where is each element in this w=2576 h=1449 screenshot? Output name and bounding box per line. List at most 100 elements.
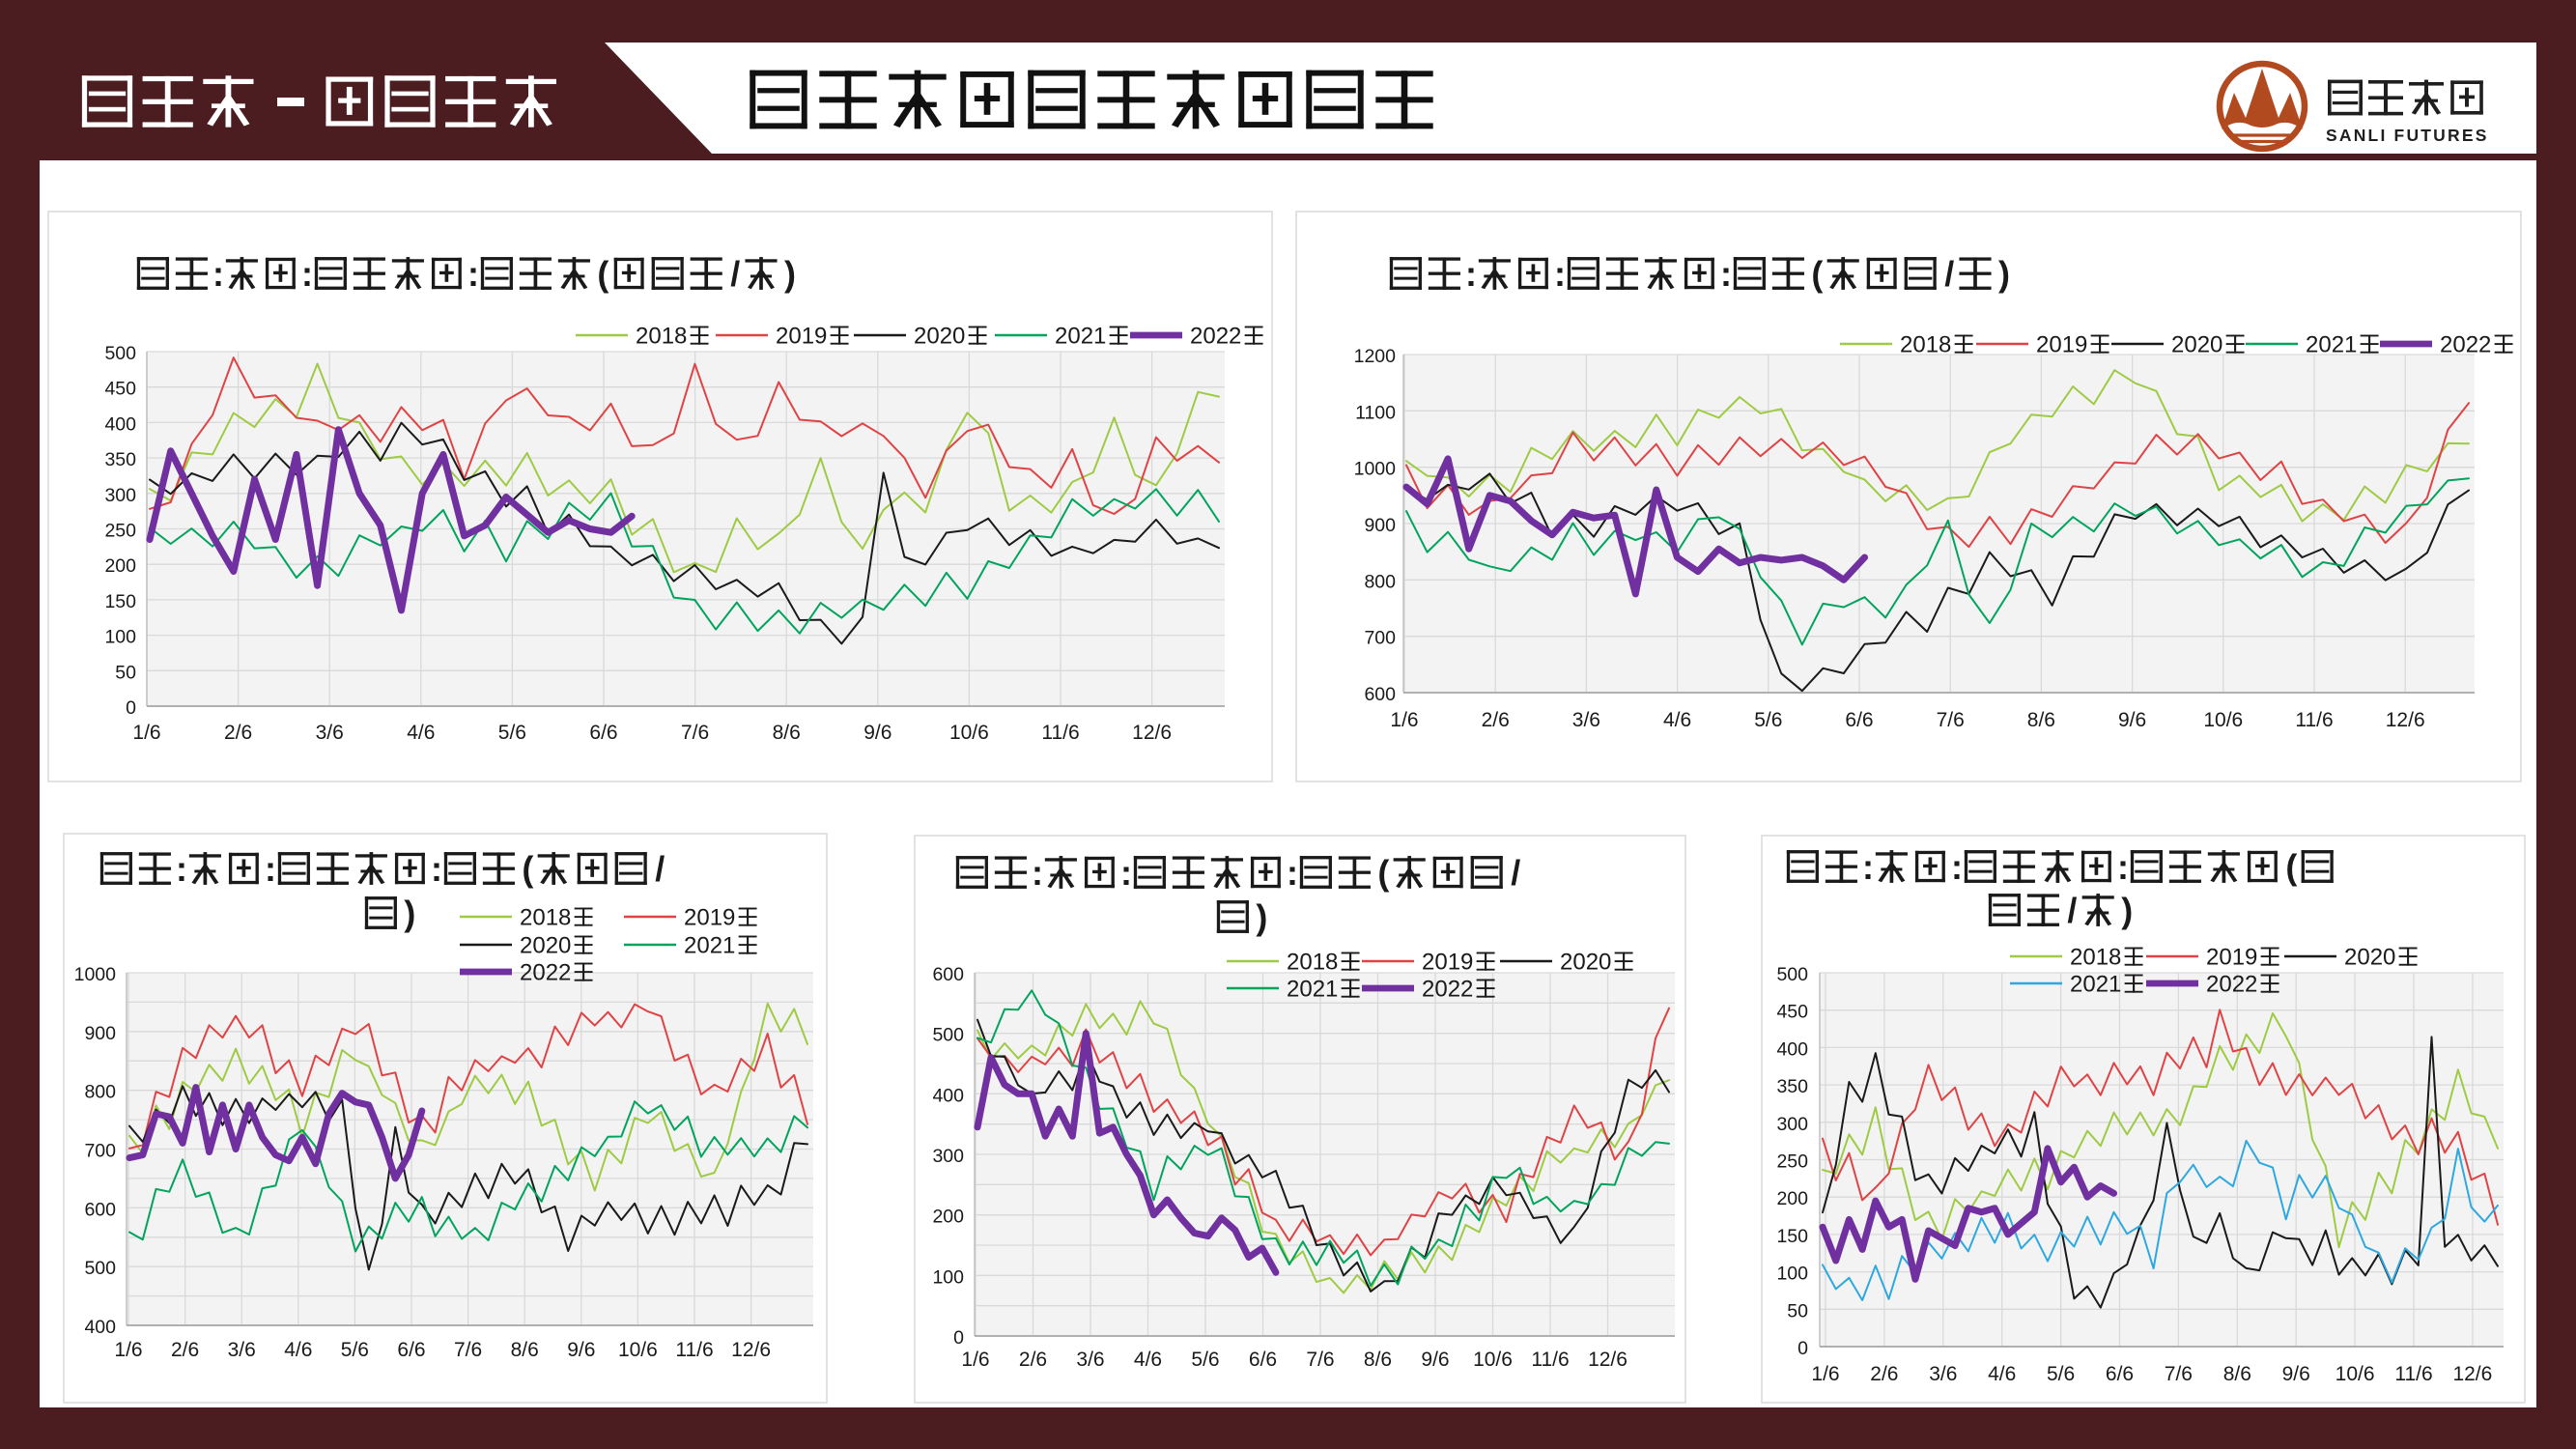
svg-text:300: 300	[1776, 1114, 1808, 1135]
svg-text:1/6: 1/6	[961, 1349, 989, 1371]
svg-text:2/6: 2/6	[1482, 709, 1510, 731]
svg-text:2020: 2020	[2344, 945, 2395, 971]
svg-text:4/6: 4/6	[407, 722, 435, 744]
svg-text:800: 800	[1364, 571, 1396, 592]
svg-text:8/6: 8/6	[773, 722, 801, 744]
svg-text:4/6: 4/6	[1663, 709, 1691, 731]
svg-text:700: 700	[84, 1141, 116, 1162]
svg-text:4/6: 4/6	[284, 1339, 312, 1361]
svg-text:400: 400	[1776, 1038, 1808, 1060]
svg-text:10/6: 10/6	[949, 722, 989, 744]
svg-text:12/6: 12/6	[1132, 722, 1172, 744]
svg-text:8/6: 8/6	[2223, 1363, 2251, 1385]
svg-text:3/6: 3/6	[316, 722, 344, 744]
svg-text:8/6: 8/6	[2027, 709, 2055, 731]
svg-text:6/6: 6/6	[1249, 1349, 1277, 1371]
svg-text:9/6: 9/6	[863, 722, 892, 744]
svg-text:(: (	[2285, 847, 2297, 887]
svg-text:2019: 2019	[776, 324, 827, 350]
svg-text:2/6: 2/6	[1019, 1349, 1047, 1371]
svg-text:3/6: 3/6	[228, 1339, 256, 1361]
svg-text:100: 100	[104, 627, 136, 648]
svg-text:200: 200	[1776, 1188, 1808, 1209]
svg-text:7/6: 7/6	[1937, 709, 1965, 731]
svg-text:2022: 2022	[1422, 977, 1473, 1003]
svg-text:150: 150	[1776, 1226, 1808, 1247]
svg-text:7/6: 7/6	[681, 722, 709, 744]
svg-text:500: 500	[104, 343, 136, 364]
svg-text:400: 400	[84, 1317, 116, 1338]
svg-text:2020: 2020	[1560, 950, 1611, 976]
svg-text:500: 500	[84, 1258, 116, 1279]
svg-text:1000: 1000	[1354, 459, 1397, 480]
svg-text::: :	[1287, 853, 1298, 893]
svg-text:11/6: 11/6	[2295, 709, 2333, 731]
svg-text:10/6: 10/6	[2335, 1363, 2375, 1385]
svg-text:/: /	[1511, 853, 1520, 893]
svg-text:(: (	[1811, 254, 1823, 294]
svg-text:7/6: 7/6	[2165, 1363, 2193, 1385]
svg-text:2022: 2022	[1190, 324, 1241, 350]
svg-text:1100: 1100	[1355, 402, 1396, 423]
svg-text:11/6: 11/6	[2394, 1363, 2432, 1385]
svg-text:): )	[2121, 891, 2133, 930]
svg-text:6/6: 6/6	[2106, 1363, 2134, 1385]
svg-text:6/6: 6/6	[397, 1339, 425, 1361]
svg-text:/: /	[655, 849, 665, 889]
svg-text:2019: 2019	[684, 905, 735, 931]
svg-text:12/6: 12/6	[1588, 1349, 1628, 1371]
svg-text:50: 50	[1787, 1300, 1808, 1321]
svg-text:600: 600	[84, 1199, 116, 1220]
svg-text:300: 300	[932, 1146, 964, 1167]
svg-text:5/6: 5/6	[1191, 1349, 1219, 1371]
svg-text:6/6: 6/6	[589, 722, 617, 744]
svg-text:5/6: 5/6	[1754, 709, 1782, 731]
svg-text:350: 350	[1776, 1076, 1808, 1097]
svg-text:0: 0	[953, 1327, 964, 1349]
svg-text:/: /	[2067, 891, 2077, 930]
svg-text:2018: 2018	[1287, 950, 1338, 976]
svg-text:5/6: 5/6	[341, 1339, 369, 1361]
svg-text:12/6: 12/6	[2452, 1363, 2492, 1385]
svg-text:200: 200	[104, 555, 136, 577]
svg-text:(: (	[1377, 853, 1389, 893]
svg-text:): )	[1256, 897, 1267, 937]
svg-text:4/6: 4/6	[1134, 1349, 1162, 1371]
svg-text:0: 0	[1798, 1338, 1808, 1359]
svg-text:8/6: 8/6	[511, 1339, 539, 1361]
svg-text:400: 400	[104, 413, 136, 435]
svg-text:): )	[404, 894, 415, 933]
svg-text:0: 0	[126, 697, 136, 719]
svg-text:(: (	[522, 849, 533, 889]
svg-text:1/6: 1/6	[1390, 709, 1418, 731]
svg-text:150: 150	[104, 591, 136, 612]
svg-text::: :	[1720, 254, 1732, 294]
svg-text:500: 500	[1776, 964, 1808, 985]
svg-text:600: 600	[932, 964, 964, 985]
svg-text:9/6: 9/6	[2282, 1363, 2310, 1385]
svg-text:/: /	[1944, 254, 1954, 294]
svg-text:2021: 2021	[1287, 977, 1338, 1003]
svg-text:11/6: 11/6	[675, 1339, 713, 1361]
svg-text::: :	[301, 254, 313, 294]
svg-text:7/6: 7/6	[1306, 1349, 1334, 1371]
svg-text:2/6: 2/6	[171, 1339, 199, 1361]
svg-text:/: /	[730, 254, 740, 294]
svg-text:7/6: 7/6	[454, 1339, 482, 1361]
svg-text:5/6: 5/6	[498, 722, 526, 744]
svg-text:2018: 2018	[1900, 332, 1951, 358]
svg-text:200: 200	[932, 1207, 964, 1228]
svg-text:2020: 2020	[520, 933, 571, 959]
svg-text:2020: 2020	[2171, 332, 2222, 358]
svg-text:900: 900	[1364, 515, 1396, 536]
svg-text::: :	[1951, 847, 1963, 887]
svg-text:2021: 2021	[684, 933, 735, 959]
svg-text:9/6: 9/6	[567, 1339, 595, 1361]
svg-text:300: 300	[104, 485, 136, 506]
svg-text:12/6: 12/6	[2386, 709, 2425, 731]
svg-text:3/6: 3/6	[1076, 1349, 1104, 1371]
svg-text:2019: 2019	[2206, 945, 2257, 971]
svg-text:250: 250	[1776, 1151, 1808, 1173]
svg-text:1200: 1200	[1354, 346, 1397, 367]
svg-text::: :	[1862, 847, 1874, 887]
